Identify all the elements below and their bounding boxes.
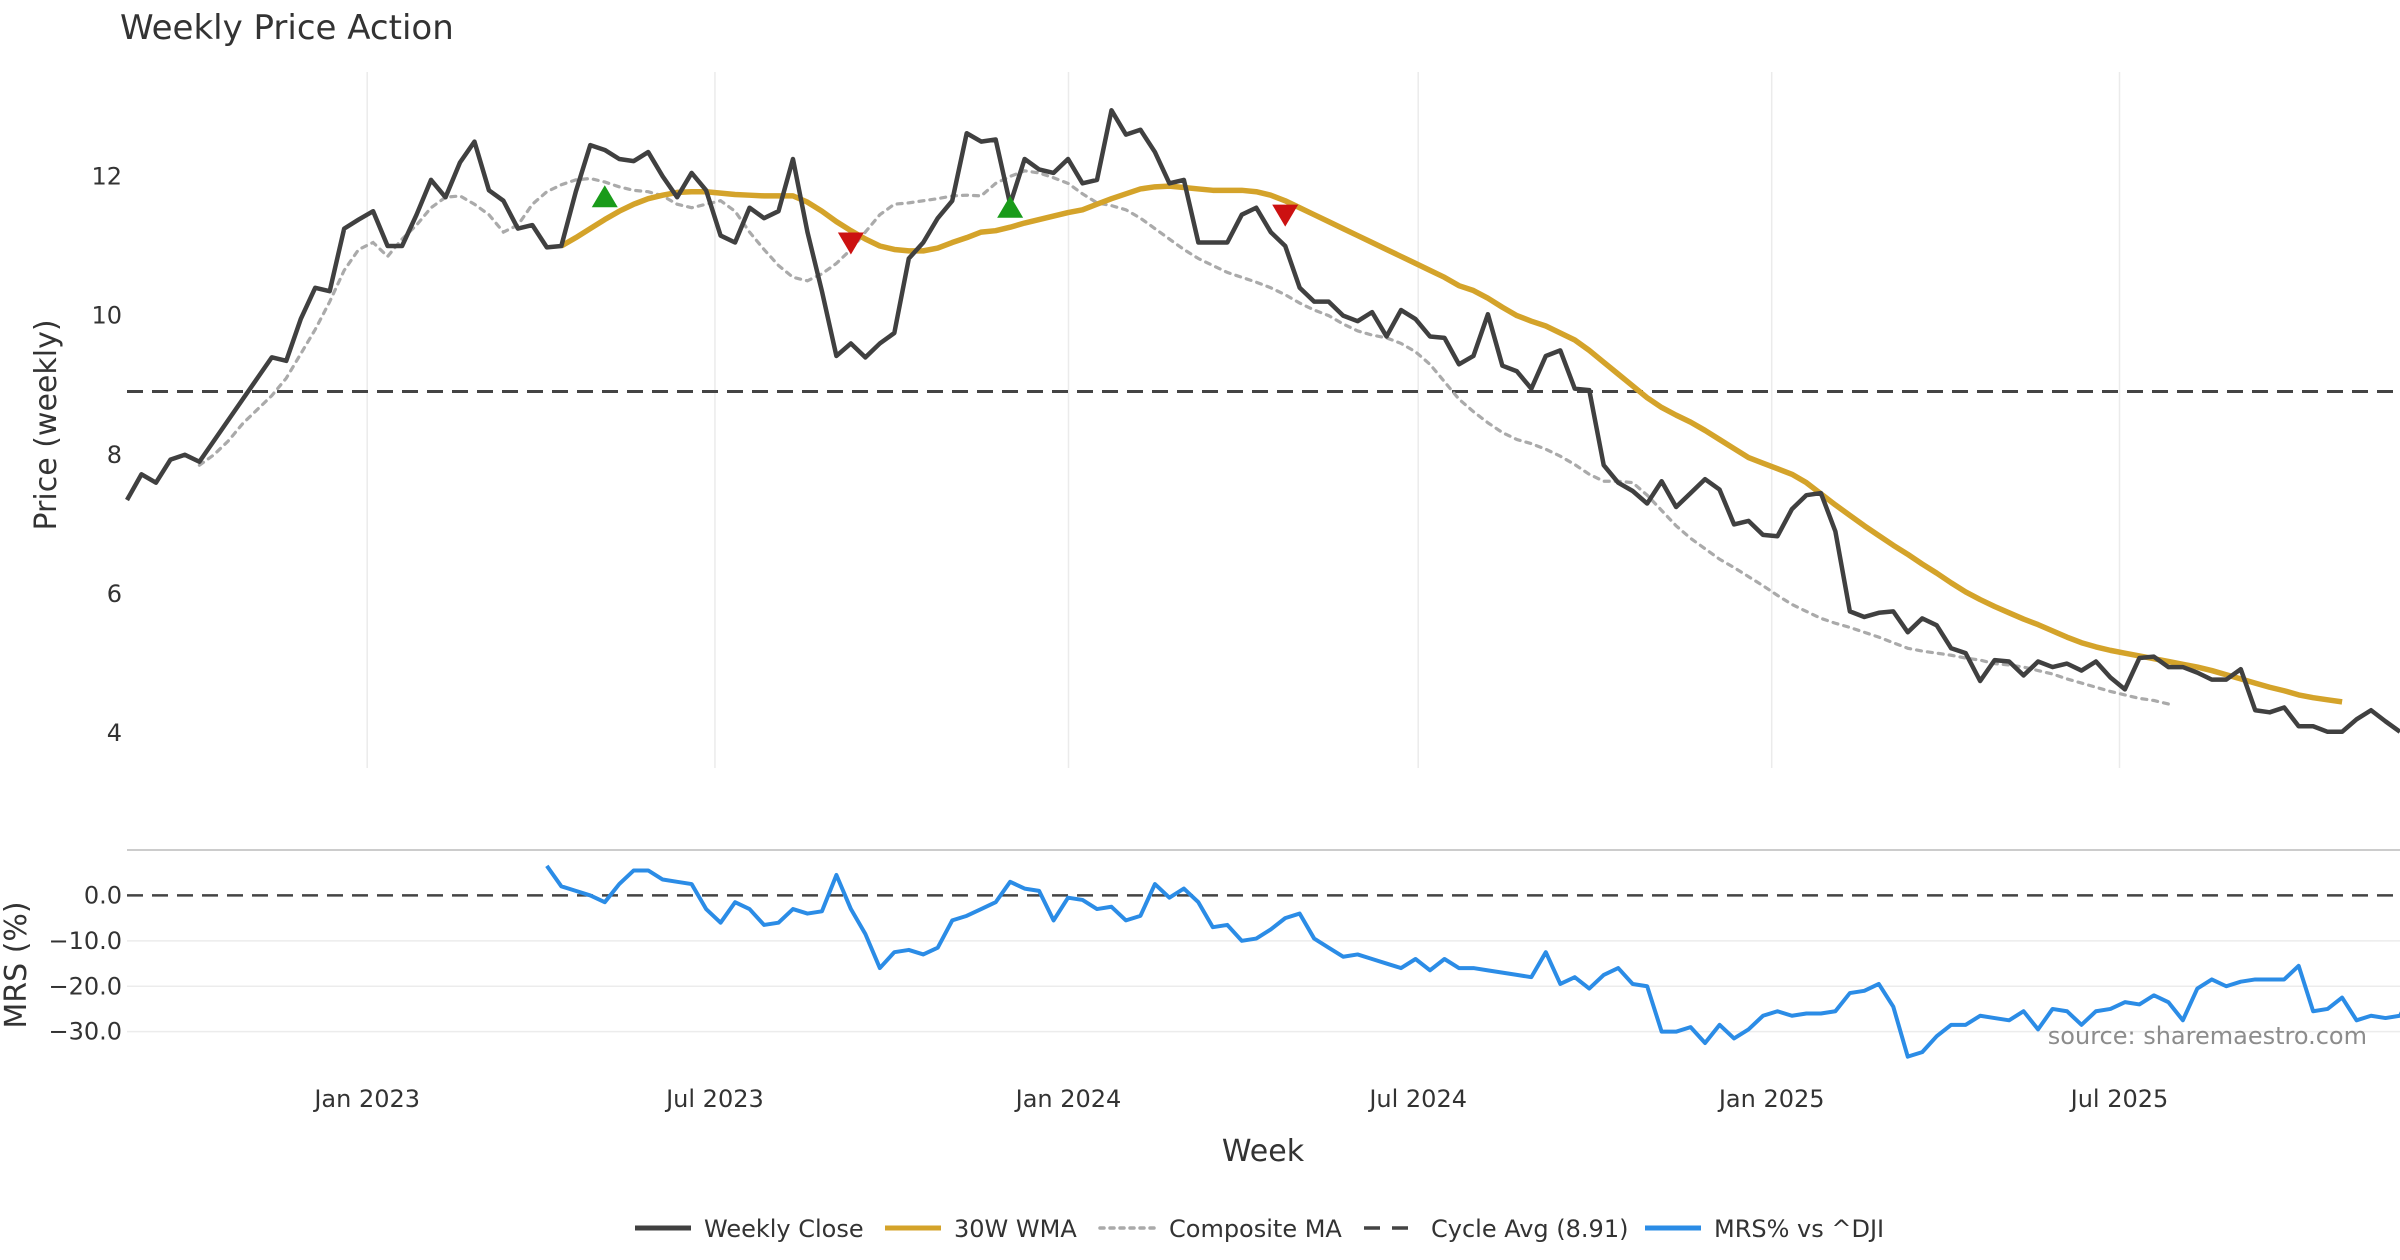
mrs-y-axis-label: MRS (%) xyxy=(0,901,34,1028)
x-tick-label: Jul 2025 xyxy=(2069,1085,2169,1113)
mrs-y-tick-label: −10.0 xyxy=(48,927,122,955)
mrs-y-ticks: 0.0 −10.0 −20.0 −30.0 xyxy=(48,881,122,1045)
price-y-tick-label: 12 xyxy=(91,162,122,190)
mrs-line xyxy=(545,864,2400,1059)
buy-signal-marker xyxy=(997,195,1024,218)
x-tick-label: Jan 2024 xyxy=(1014,1085,1122,1113)
buy-signal-marker xyxy=(591,185,618,208)
sell-signal-marker xyxy=(837,232,864,255)
mrs-y-tick-label: −30.0 xyxy=(48,1018,122,1046)
source-note: source: sharemaestro.com xyxy=(2048,1022,2367,1050)
price-y-tick-label: 6 xyxy=(107,580,122,608)
x-tick-label: Jul 2023 xyxy=(664,1085,764,1113)
x-tick-label: Jan 2023 xyxy=(312,1085,420,1113)
mrs-y-tick-label: 0.0 xyxy=(84,881,122,909)
signal-markers xyxy=(591,185,1299,255)
price-y-tick-label: 4 xyxy=(107,719,122,747)
legend-label: Composite MA xyxy=(1169,1215,1342,1243)
x-tick-label: Jul 2024 xyxy=(1367,1085,1467,1113)
x-ticks: Jan 2023 Jul 2023 Jan 2024 Jul 2024 Jan 2025… xyxy=(312,1085,2168,1113)
x-tick-label: Jan 2025 xyxy=(1717,1085,1825,1113)
price-y-tick-label: 8 xyxy=(107,441,122,469)
price-y-tick-label: 10 xyxy=(91,302,122,330)
price-y-axis-label: Price (weekly) xyxy=(29,319,64,530)
weekly-close-line xyxy=(125,108,2400,735)
mrs-y-tick-label: −20.0 xyxy=(48,972,122,1000)
gridlines xyxy=(127,72,2400,1033)
composite-ma-line xyxy=(197,169,2170,706)
sell-signal-marker xyxy=(1272,204,1299,227)
x-axis-label: Week xyxy=(1222,1134,1305,1169)
legend: Weekly Close 30W WMA Composite MA Cycle Avg… xyxy=(635,1215,1884,1243)
legend-label: MRS% vs ^DJI xyxy=(1714,1215,1884,1243)
legend-label: Weekly Close xyxy=(704,1215,864,1243)
chart-title: Weekly Price Action xyxy=(120,8,454,48)
legend-label: 30W WMA xyxy=(954,1215,1077,1243)
price-y-ticks: 4 6 8 10 12 xyxy=(91,162,122,747)
legend-label: Cycle Avg (8.91) xyxy=(1431,1215,1628,1243)
